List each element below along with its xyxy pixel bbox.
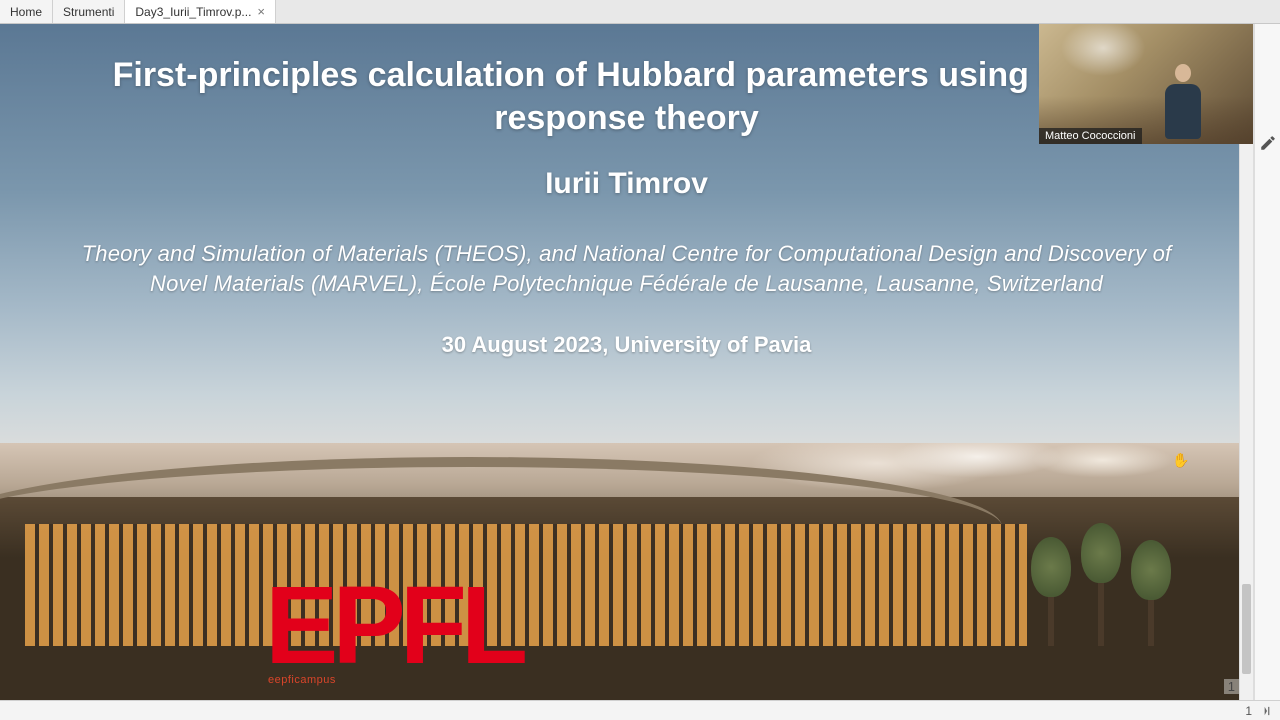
tab-home-label: Home	[10, 5, 42, 19]
tab-document-label: Day3_Iurii_Timrov.p...	[135, 5, 251, 19]
close-icon[interactable]: ×	[257, 5, 265, 18]
tab-home[interactable]: Home	[0, 0, 53, 23]
tab-tools[interactable]: Strumenti	[53, 0, 125, 23]
tab-document[interactable]: Day3_Iurii_Timrov.p... ×	[125, 0, 276, 23]
tab-tools-label: Strumenti	[63, 5, 114, 19]
right-tool-rail	[1254, 24, 1280, 700]
edit-icon[interactable]	[1259, 134, 1277, 152]
slide-title: First-principles calculation of Hubbard …	[60, 54, 1193, 139]
workspace: First-principles calculation of Hubbard …	[0, 24, 1280, 700]
trees-decor	[1038, 546, 1178, 646]
epfl-logo: EPFL	[265, 582, 522, 670]
building-windows-decor	[25, 524, 1027, 646]
slide-date-venue: 30 August 2023, University of Pavia	[60, 332, 1193, 358]
slide-viewport: First-principles calculation of Hubbard …	[0, 24, 1254, 700]
scrollbar-thumb[interactable]	[1242, 584, 1251, 674]
status-bar: 1	[0, 700, 1280, 720]
status-page-number: 1	[1245, 704, 1252, 718]
tab-strip: Home Strumenti Day3_Iurii_Timrov.p... ×	[0, 0, 1280, 24]
next-page-icon[interactable]	[1260, 704, 1274, 718]
slide-affiliation: Theory and Simulation of Materials (THEO…	[60, 239, 1193, 298]
epfl-tagline: eepficampus	[268, 674, 336, 686]
slide-page-number: 1	[1224, 679, 1239, 694]
presenter-name-tag: Matteo Cococcioni	[1039, 128, 1142, 144]
presenter-figure	[1163, 64, 1203, 144]
slide-author: Iurii Timrov	[60, 167, 1193, 201]
webcam-overlay: Matteo Cococcioni	[1039, 24, 1253, 144]
